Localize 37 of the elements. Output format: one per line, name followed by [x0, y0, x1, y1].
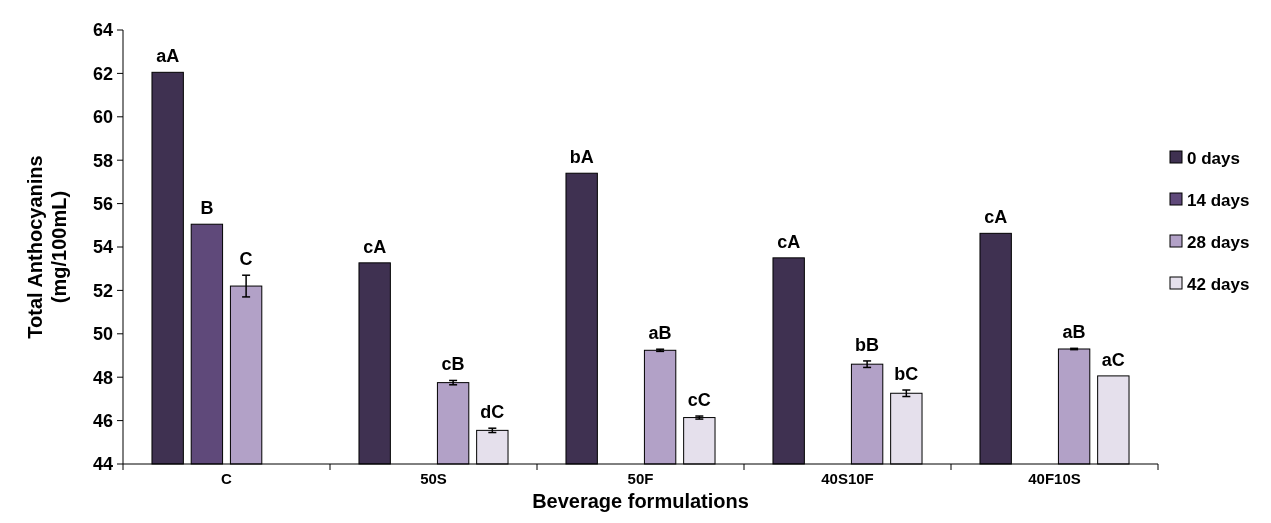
y-tick-label: 48: [92, 367, 113, 388]
x-tick-label: C: [221, 470, 233, 487]
data-label: cC: [687, 390, 711, 411]
y-tick-label: 44: [92, 454, 113, 475]
y-tick-label: 60: [92, 107, 113, 128]
data-label: cA: [777, 231, 801, 252]
data-label: aA: [156, 46, 180, 67]
y-tick-label: 58: [92, 150, 113, 171]
x-tick-label: 50F: [627, 470, 654, 487]
y-tick-label: 64: [92, 20, 113, 41]
y-tick-label: 54: [92, 237, 113, 258]
data-label: B: [200, 198, 214, 219]
data-label: aC: [1101, 349, 1125, 370]
x-tick-label: 40S10F: [821, 470, 874, 487]
legend-label: 28 days: [1187, 232, 1250, 252]
data-label: aB: [648, 323, 672, 344]
x-tick-label: 50S: [420, 470, 447, 487]
y-tick-label: 62: [92, 63, 113, 84]
y-tick-label: 52: [92, 280, 113, 301]
legend-label: 14 days: [1187, 190, 1250, 210]
data-label: bC: [894, 364, 919, 384]
legend-label: 42 days: [1187, 274, 1250, 294]
data-label: aB: [1062, 322, 1086, 343]
data-label: C: [239, 249, 253, 270]
y-tick-label: 46: [92, 410, 113, 431]
data-label: bA: [569, 147, 594, 168]
x-axis-title: Beverage formulations: [532, 490, 749, 512]
data-label: bB: [855, 334, 880, 355]
x-tick-label: 40F10S: [1028, 470, 1081, 487]
data-label: dC: [480, 402, 505, 423]
data-label: cB: [441, 354, 465, 375]
data-label: cA: [363, 236, 387, 257]
data-label: cA: [984, 207, 1008, 228]
y-tick-label: 56: [92, 193, 113, 214]
y-tick-label: 50: [92, 324, 113, 345]
y-axis-title: Total Anthocyanins (mg/100mL): [24, 155, 70, 339]
legend-label: 0 days: [1187, 148, 1240, 168]
